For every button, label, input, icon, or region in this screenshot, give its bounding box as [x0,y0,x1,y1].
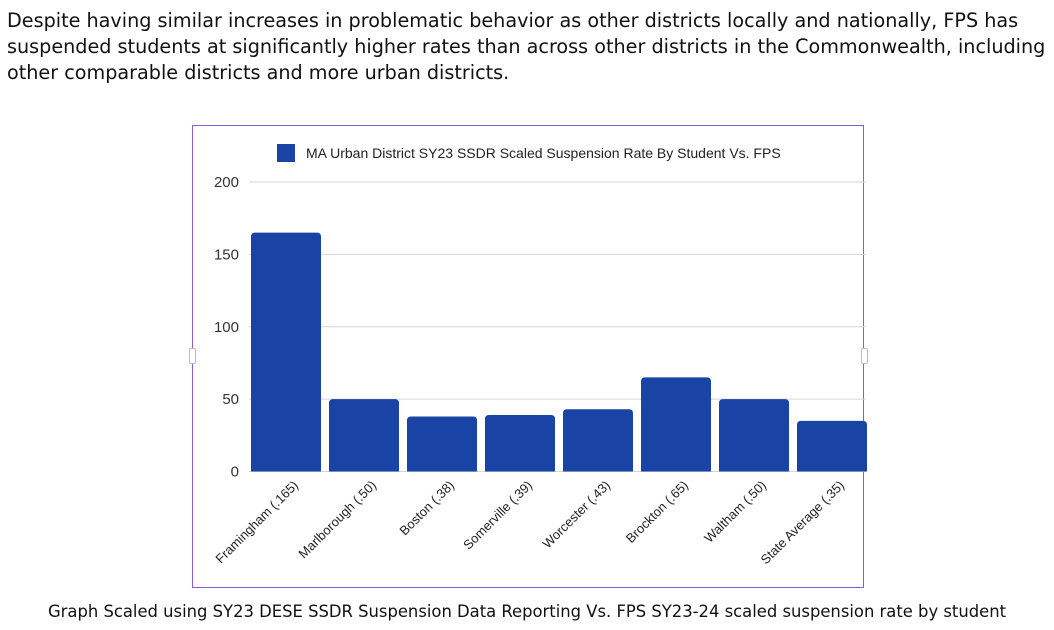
y-tick-label: 0 [231,464,239,481]
right-resize-handle[interactable] [861,348,868,364]
legend: MA Urban District SY23 SSDR Scaled Suspe… [277,144,781,162]
x-tick-label: Brockton (.65) [623,478,691,546]
bars [251,232,867,472]
bar-2[interactable] [407,416,477,472]
x-tick-label: Framingham (.165) [212,478,301,567]
x-axis-labels: Framingham (.165)Marlborough (.50) Boston… [212,478,847,568]
x-tick-label: State Average (.35) [757,478,847,568]
bar-5[interactable] [641,377,711,472]
left-resize-handle[interactable] [189,348,196,364]
x-tick-label: Somerville (.39) [460,478,535,553]
y-axis-ticks: 0 50 100 150 200 [214,174,239,481]
bar-6[interactable] [719,399,789,472]
legend-label[interactable]: MA Urban District SY23 SSDR Scaled Suspe… [306,145,781,161]
chart-caption: Graph Scaled using SY23 DESE SSDR Suspen… [47,602,1007,621]
x-tick-label: Worcester (.43) [539,478,613,552]
y-tick-label: 50 [222,391,239,408]
bar-7[interactable] [797,420,867,472]
y-tick-label: 200 [214,174,239,191]
bar-1[interactable] [329,399,399,472]
y-tick-label: 100 [214,319,239,336]
y-tick-label: 150 [214,246,239,263]
bar-0[interactable] [251,232,321,472]
bar-4[interactable] [563,409,633,472]
bar-3[interactable] [485,415,555,472]
x-tick-label: Marlborough (.50) [295,478,379,562]
intro-paragraph: Despite having similar increases in prob… [7,9,1046,84]
x-tick-label: Boston (.38) [396,478,457,539]
legend-swatch[interactable] [277,144,295,162]
x-tick-label: Waltham (.50) [701,478,769,546]
